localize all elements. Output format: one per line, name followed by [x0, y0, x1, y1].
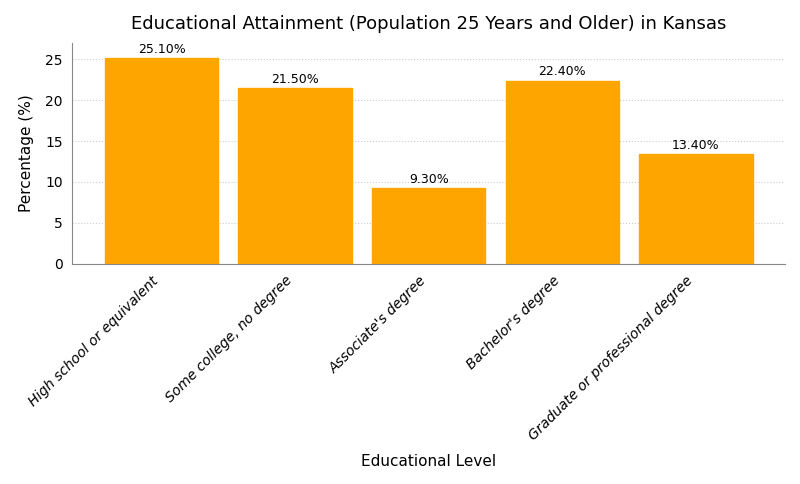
Text: 22.40%: 22.40% [538, 65, 586, 78]
Bar [506, 80, 619, 264]
Bar [238, 88, 352, 264]
Y-axis label: Percentage (%): Percentage (%) [19, 94, 34, 212]
Title: Educational Attainment (Population 25 Years and Older) in Kansas: Educational Attainment (Population 25 Ye… [131, 15, 726, 33]
Text: 9.30%: 9.30% [409, 173, 449, 186]
Bar [372, 188, 486, 264]
Text: 25.10%: 25.10% [138, 44, 186, 57]
Text: 21.50%: 21.50% [271, 73, 319, 86]
Text: 13.40%: 13.40% [672, 139, 720, 152]
Bar [105, 59, 218, 264]
X-axis label: Educational Level: Educational Level [361, 454, 496, 469]
Bar [639, 154, 753, 264]
